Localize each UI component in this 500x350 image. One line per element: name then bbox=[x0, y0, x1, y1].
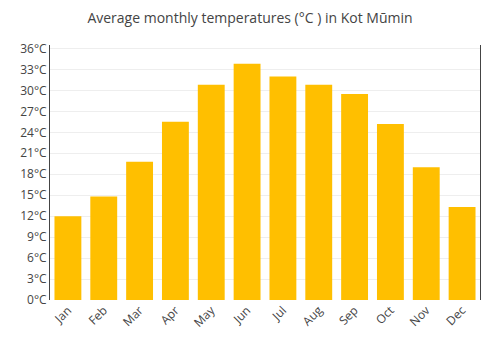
svg-text:Sep: Sep bbox=[335, 302, 362, 329]
svg-text:36°C: 36°C bbox=[20, 40, 47, 57]
svg-text:Aug: Aug bbox=[299, 302, 327, 330]
svg-text:18°C: 18°C bbox=[20, 165, 47, 182]
svg-text:27°C: 27°C bbox=[20, 103, 47, 120]
svg-text:33°C: 33°C bbox=[20, 61, 47, 78]
svg-text:Jun: Jun bbox=[229, 302, 254, 327]
svg-text:Jul: Jul bbox=[268, 302, 290, 324]
svg-text:15°C: 15°C bbox=[20, 186, 47, 203]
svg-text:24°C: 24°C bbox=[20, 124, 47, 141]
svg-text:0°C: 0°C bbox=[27, 291, 47, 308]
svg-text:Nov: Nov bbox=[406, 302, 434, 330]
svg-text:Feb: Feb bbox=[84, 302, 110, 328]
svg-text:Oct: Oct bbox=[372, 302, 398, 328]
svg-text:Jan: Jan bbox=[50, 302, 75, 327]
svg-text:Average monthly temperatures (: Average monthly temperatures (°C ) in Ko… bbox=[87, 8, 412, 27]
svg-text:12°C: 12°C bbox=[20, 207, 47, 224]
svg-text:May: May bbox=[190, 301, 219, 330]
svg-text:Mar: Mar bbox=[119, 302, 147, 330]
svg-text:Apr: Apr bbox=[156, 302, 182, 328]
svg-text:6°C: 6°C bbox=[27, 249, 47, 266]
svg-text:3°C: 3°C bbox=[27, 270, 47, 287]
svg-text:21°C: 21°C bbox=[20, 144, 47, 161]
svg-text:9°C: 9°C bbox=[27, 228, 47, 245]
svg-text:30°C: 30°C bbox=[20, 82, 47, 99]
svg-text:Dec: Dec bbox=[442, 302, 469, 329]
